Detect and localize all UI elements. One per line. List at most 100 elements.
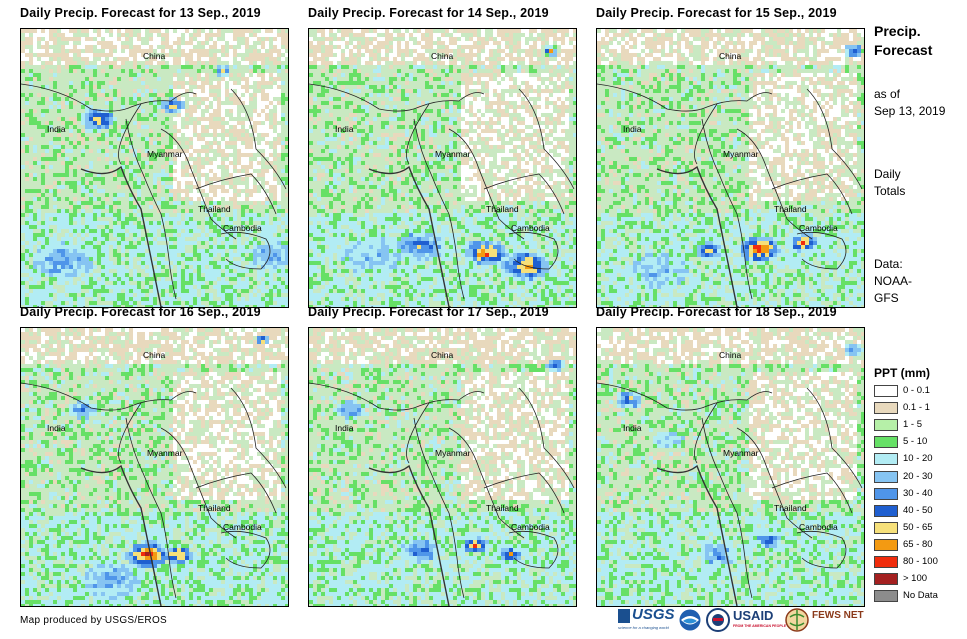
precip-map: China India Myanmar Thailand Cambodia bbox=[20, 28, 289, 308]
label-thailand: Thailand bbox=[774, 204, 807, 214]
usgs-logo-text: USGS bbox=[632, 606, 675, 623]
legend-label: No Data bbox=[903, 590, 938, 602]
legend-label: 0.1 - 1 bbox=[903, 402, 930, 414]
label-thailand: Thailand bbox=[198, 204, 231, 214]
legend-label: 5 - 10 bbox=[903, 436, 928, 448]
data-source: Data: NOAA- GFS bbox=[874, 257, 913, 305]
label-myanmar: Myanmar bbox=[435, 149, 471, 159]
label-myanmar: Myanmar bbox=[435, 448, 471, 458]
legend-title: PPT (mm) bbox=[874, 366, 931, 380]
legend-swatch bbox=[874, 436, 898, 449]
usgs-logo: USGS science for a changing world bbox=[618, 606, 678, 634]
label-india: India bbox=[47, 124, 66, 134]
forecast-panel-4: Daily Precip. Forecast for 16 Sep., 2019… bbox=[20, 305, 310, 607]
label-china: China bbox=[143, 350, 166, 360]
usaid-seal-icon bbox=[706, 608, 730, 632]
precip-map: China India Myanmar Thailand Cambodia bbox=[308, 28, 577, 308]
noaa-logo bbox=[679, 606, 701, 634]
side-title-line2: Forecast bbox=[874, 42, 933, 58]
precip-field bbox=[21, 328, 288, 606]
legend-swatch bbox=[874, 573, 898, 586]
fewsnet-logo-text: FEWS NET bbox=[812, 610, 864, 621]
label-myanmar: Myanmar bbox=[723, 149, 759, 159]
label-cambodia: Cambodia bbox=[799, 223, 838, 233]
legend-swatch bbox=[874, 385, 898, 397]
label-china: China bbox=[143, 51, 166, 61]
label-cambodia: Cambodia bbox=[511, 522, 550, 532]
panel-title: Daily Precip. Forecast for 18 Sep., 2019 bbox=[596, 305, 837, 319]
forecast-panel-2: Daily Precip. Forecast for 14 Sep., 2019… bbox=[308, 6, 598, 308]
legend-swatch bbox=[874, 487, 898, 500]
as-of-date: as of Sep 13, 2019 bbox=[874, 87, 946, 118]
precip-field bbox=[309, 29, 576, 307]
legend-label: 40 - 50 bbox=[903, 504, 933, 516]
legend-label: 10 - 20 bbox=[903, 453, 933, 465]
totals-note: Daily Totals bbox=[874, 167, 906, 198]
legend-swatch bbox=[874, 538, 898, 551]
fewsnet-globe-icon bbox=[785, 608, 809, 632]
precip-field bbox=[597, 328, 864, 606]
side-title: Precip. Forecast bbox=[874, 22, 932, 60]
usgs-logo-tagline: science for a changing world bbox=[618, 625, 669, 630]
precip-field bbox=[309, 328, 576, 606]
legend-swatch bbox=[874, 521, 898, 534]
label-thailand: Thailand bbox=[774, 503, 807, 513]
legend-label: 30 - 40 bbox=[903, 487, 933, 499]
legend-label: 20 - 30 bbox=[903, 470, 933, 482]
usaid-logo: USAID FROM THE AMERICAN PEOPLE bbox=[706, 606, 786, 634]
legend-label: 50 - 65 bbox=[903, 521, 933, 533]
precip-map: China India Myanmar Thailand Cambodia bbox=[20, 327, 289, 607]
precip-map: China India Myanmar Thailand Cambodia bbox=[596, 327, 865, 607]
fewsnet-logo: FEWS NET bbox=[785, 606, 864, 634]
label-myanmar: Myanmar bbox=[147, 448, 183, 458]
noaa-emblem-icon bbox=[679, 609, 701, 631]
label-cambodia: Cambodia bbox=[223, 522, 262, 532]
usaid-logo-text: USAID bbox=[733, 608, 774, 623]
legend-label: 0 - 0.1 bbox=[903, 385, 930, 396]
legend-swatch bbox=[874, 504, 898, 517]
panel-title: Daily Precip. Forecast for 13 Sep., 2019 bbox=[20, 6, 261, 20]
label-myanmar: Myanmar bbox=[723, 448, 759, 458]
legend-label: > 100 bbox=[903, 573, 928, 585]
usaid-logo-tagline: FROM THE AMERICAN PEOPLE bbox=[733, 624, 787, 628]
label-china: China bbox=[431, 51, 454, 61]
legend-swatch bbox=[874, 556, 898, 568]
legend-swatch bbox=[874, 590, 898, 603]
legend-label: 1 - 5 bbox=[903, 419, 923, 431]
label-cambodia: Cambodia bbox=[223, 223, 262, 233]
panel-title: Daily Precip. Forecast for 15 Sep., 2019 bbox=[596, 6, 837, 20]
panel-title: Daily Precip. Forecast for 14 Sep., 2019 bbox=[308, 6, 549, 20]
label-india: India bbox=[335, 423, 354, 433]
side-title-line1: Precip. bbox=[874, 23, 921, 39]
label-india: India bbox=[335, 124, 354, 134]
label-thailand: Thailand bbox=[198, 503, 231, 513]
legend-label: 65 - 80 bbox=[903, 538, 933, 550]
forecast-panel-6: Daily Precip. Forecast for 18 Sep., 2019… bbox=[596, 305, 886, 607]
forecast-panel-3: Daily Precip. Forecast for 15 Sep., 2019… bbox=[596, 6, 886, 308]
label-cambodia: Cambodia bbox=[511, 223, 550, 233]
legend-swatch bbox=[874, 402, 898, 415]
forecast-panel-1: Daily Precip. Forecast for 13 Sep., 2019… bbox=[20, 6, 310, 308]
forecast-panel-5: Daily Precip. Forecast for 17 Sep., 2019… bbox=[308, 305, 598, 607]
label-cambodia: Cambodia bbox=[799, 522, 838, 532]
map-credit: Map produced by USGS/EROS bbox=[20, 615, 168, 626]
label-china: China bbox=[431, 350, 454, 360]
label-thailand: Thailand bbox=[486, 503, 519, 513]
label-thailand: Thailand bbox=[486, 204, 519, 214]
legend-swatch bbox=[874, 470, 898, 483]
label-myanmar: Myanmar bbox=[147, 149, 183, 159]
panel-title: Daily Precip. Forecast for 16 Sep., 2019 bbox=[20, 305, 261, 319]
label-china: China bbox=[719, 51, 742, 61]
precip-field bbox=[21, 29, 288, 307]
label-china: China bbox=[719, 350, 742, 360]
label-india: India bbox=[623, 124, 642, 134]
label-india: India bbox=[47, 423, 66, 433]
legend-swatch bbox=[874, 453, 898, 466]
panel-title: Daily Precip. Forecast for 17 Sep., 2019 bbox=[308, 305, 549, 319]
precip-field bbox=[597, 29, 864, 307]
legend-swatch bbox=[874, 419, 898, 432]
label-india: India bbox=[623, 423, 642, 433]
precip-map: China India Myanmar Thailand Cambodia bbox=[308, 327, 577, 607]
legend-label: 80 - 100 bbox=[903, 556, 938, 567]
precip-map: China India Myanmar Thailand Cambodia bbox=[596, 28, 865, 308]
